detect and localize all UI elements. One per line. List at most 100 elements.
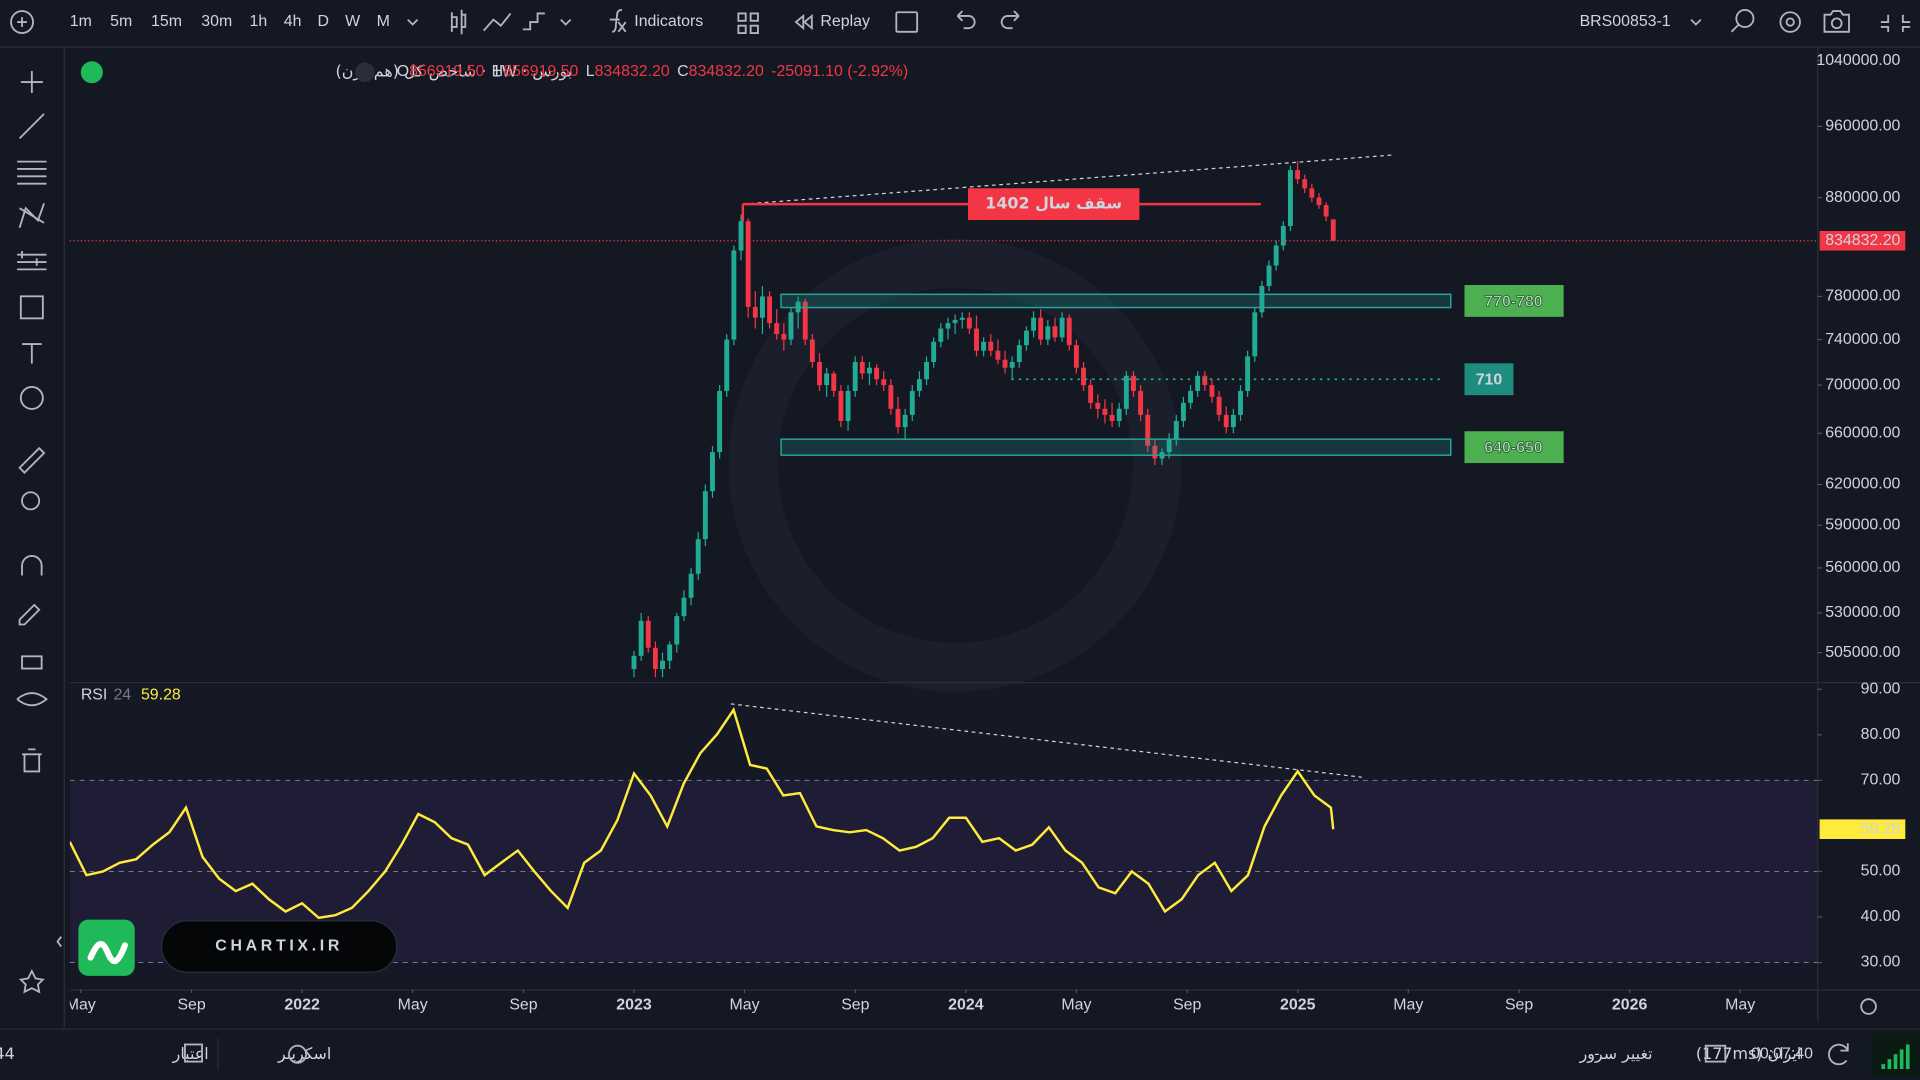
server-name: ایران (177ms) <box>1696 1044 1801 1064</box>
icon <box>1785 17 1795 27</box>
undo-button[interactable] <box>956 10 976 30</box>
candle-body <box>1202 375 1208 386</box>
separator: - <box>1594 1045 1599 1062</box>
fullscreen-button[interactable] <box>895 11 919 33</box>
candle-body <box>1016 345 1022 363</box>
watermark-text: CHARTIX.IR <box>215 938 343 955</box>
interval-button[interactable]: 30m <box>201 13 232 30</box>
replay-icon <box>794 13 813 31</box>
change: -25091.10 (-2.92%) <box>771 63 908 80</box>
icon <box>1830 17 1843 30</box>
candle-body <box>874 367 880 380</box>
hide-button[interactable] <box>355 62 375 83</box>
chart-type-menu[interactable] <box>560 18 572 26</box>
logo-watermark <box>728 238 1182 692</box>
reload-button[interactable] <box>1828 1043 1849 1066</box>
x-tick-label: 2023 <box>616 997 652 1014</box>
candle-body <box>688 573 694 598</box>
candle-body <box>916 379 922 391</box>
snapshot-button[interactable] <box>1823 10 1850 33</box>
pattern-tool[interactable] <box>18 202 45 229</box>
layouts-button[interactable] <box>737 12 759 34</box>
candle-body <box>1023 330 1029 346</box>
zone-label: 770-780 <box>1484 293 1543 310</box>
settings-button[interactable] <box>1779 11 1801 33</box>
crosshair-tool[interactable] <box>20 71 43 94</box>
candle-body <box>1230 414 1236 428</box>
hide-tool[interactable] <box>16 692 48 707</box>
magnet-tool[interactable] <box>21 555 43 576</box>
fib-tool[interactable] <box>17 160 47 185</box>
symbol-menu[interactable] <box>1690 18 1702 26</box>
candle-body <box>852 362 858 391</box>
symbol-name: بورس · 1W · شاخص کل (هم وزن) <box>336 62 573 82</box>
left-toolbar <box>16 71 48 994</box>
y-tick-label: 30.00 <box>1861 954 1901 971</box>
candle-body <box>1288 170 1293 227</box>
interval-button[interactable]: 5m <box>110 13 132 30</box>
x-tick-label: May <box>1393 997 1423 1014</box>
line-button[interactable] <box>482 12 512 32</box>
interval-button[interactable]: D <box>318 13 329 30</box>
projection-tool[interactable] <box>17 251 47 271</box>
candle-body <box>1045 326 1051 340</box>
collapse-arrow[interactable] <box>56 936 62 948</box>
h-label: H <box>492 63 504 80</box>
delete-tool[interactable] <box>22 748 42 773</box>
indicators-button[interactable]: Indicators <box>634 13 703 30</box>
candle-body <box>1302 179 1308 189</box>
legend: بورس · 1W · شاخص کل (هم وزن) O856919.50 H… <box>80 61 908 704</box>
y-tick-label: 90.00 <box>1861 681 1901 698</box>
zoom-tool[interactable] <box>21 491 41 511</box>
search-button[interactable] <box>1730 9 1755 33</box>
step-button[interactable] <box>522 12 545 31</box>
shape-tool[interactable] <box>19 295 44 320</box>
candles-button[interactable] <box>450 9 467 35</box>
redo-button[interactable] <box>1000 10 1020 30</box>
symbol[interactable]: BRS00853-1 <box>1580 13 1671 30</box>
interval-button[interactable]: 15m <box>151 13 182 30</box>
x-tick-label: May <box>66 997 96 1014</box>
server-icon <box>1704 1044 1727 1063</box>
x-tick-label: 2024 <box>948 997 984 1014</box>
l-value: 834832.20 <box>595 63 670 80</box>
candle-body <box>1245 356 1251 391</box>
text-tool[interactable] <box>22 343 42 364</box>
candle-body <box>1109 414 1115 421</box>
y-tick-label: 80.00 <box>1861 726 1901 743</box>
candle-body <box>674 616 680 645</box>
symbol-logo <box>80 61 103 84</box>
candle-body <box>1052 326 1058 338</box>
ohlc: O856919.50 H856919.50 L834832.20 C834832.20… <box>397 63 908 80</box>
icon <box>17 17 27 27</box>
add-button[interactable] <box>10 10 34 34</box>
draw-mode-tool[interactable] <box>18 603 41 626</box>
measure-tool[interactable] <box>18 446 46 474</box>
icon-tool[interactable] <box>19 386 44 410</box>
trendline-tool[interactable] <box>18 113 45 140</box>
indicators-icon <box>609 8 627 33</box>
replay-button[interactable]: Replay <box>820 13 870 30</box>
y-tick-label: 1040000.00 <box>1816 52 1900 69</box>
favorites-tool[interactable] <box>18 968 45 994</box>
lock-tool[interactable] <box>21 655 43 670</box>
screener-icon <box>288 1044 308 1064</box>
axis-settings[interactable] <box>1860 998 1877 1015</box>
interval-button[interactable]: 1h <box>250 13 268 30</box>
separators <box>0 46 1920 1030</box>
x-tick-label: 2026 <box>1612 997 1648 1014</box>
candle-body <box>966 317 972 329</box>
y-tick-label: 700000.00 <box>1825 376 1900 393</box>
candle-body <box>1252 312 1258 357</box>
interval-button[interactable]: W <box>345 13 360 30</box>
interval-button[interactable]: 1m <box>70 13 92 30</box>
candle-body <box>881 379 887 386</box>
interval-button[interactable]: 4h <box>284 13 302 30</box>
collapse-button[interactable] <box>1880 14 1911 32</box>
interval-menu[interactable] <box>407 18 419 26</box>
candle-body <box>1059 317 1065 338</box>
y-tick-label: 620000.00 <box>1825 476 1900 493</box>
change-server[interactable]: تغییر سرور <box>1579 1044 1653 1064</box>
interval-button[interactable]: M <box>377 13 390 30</box>
candle-body <box>859 362 865 374</box>
